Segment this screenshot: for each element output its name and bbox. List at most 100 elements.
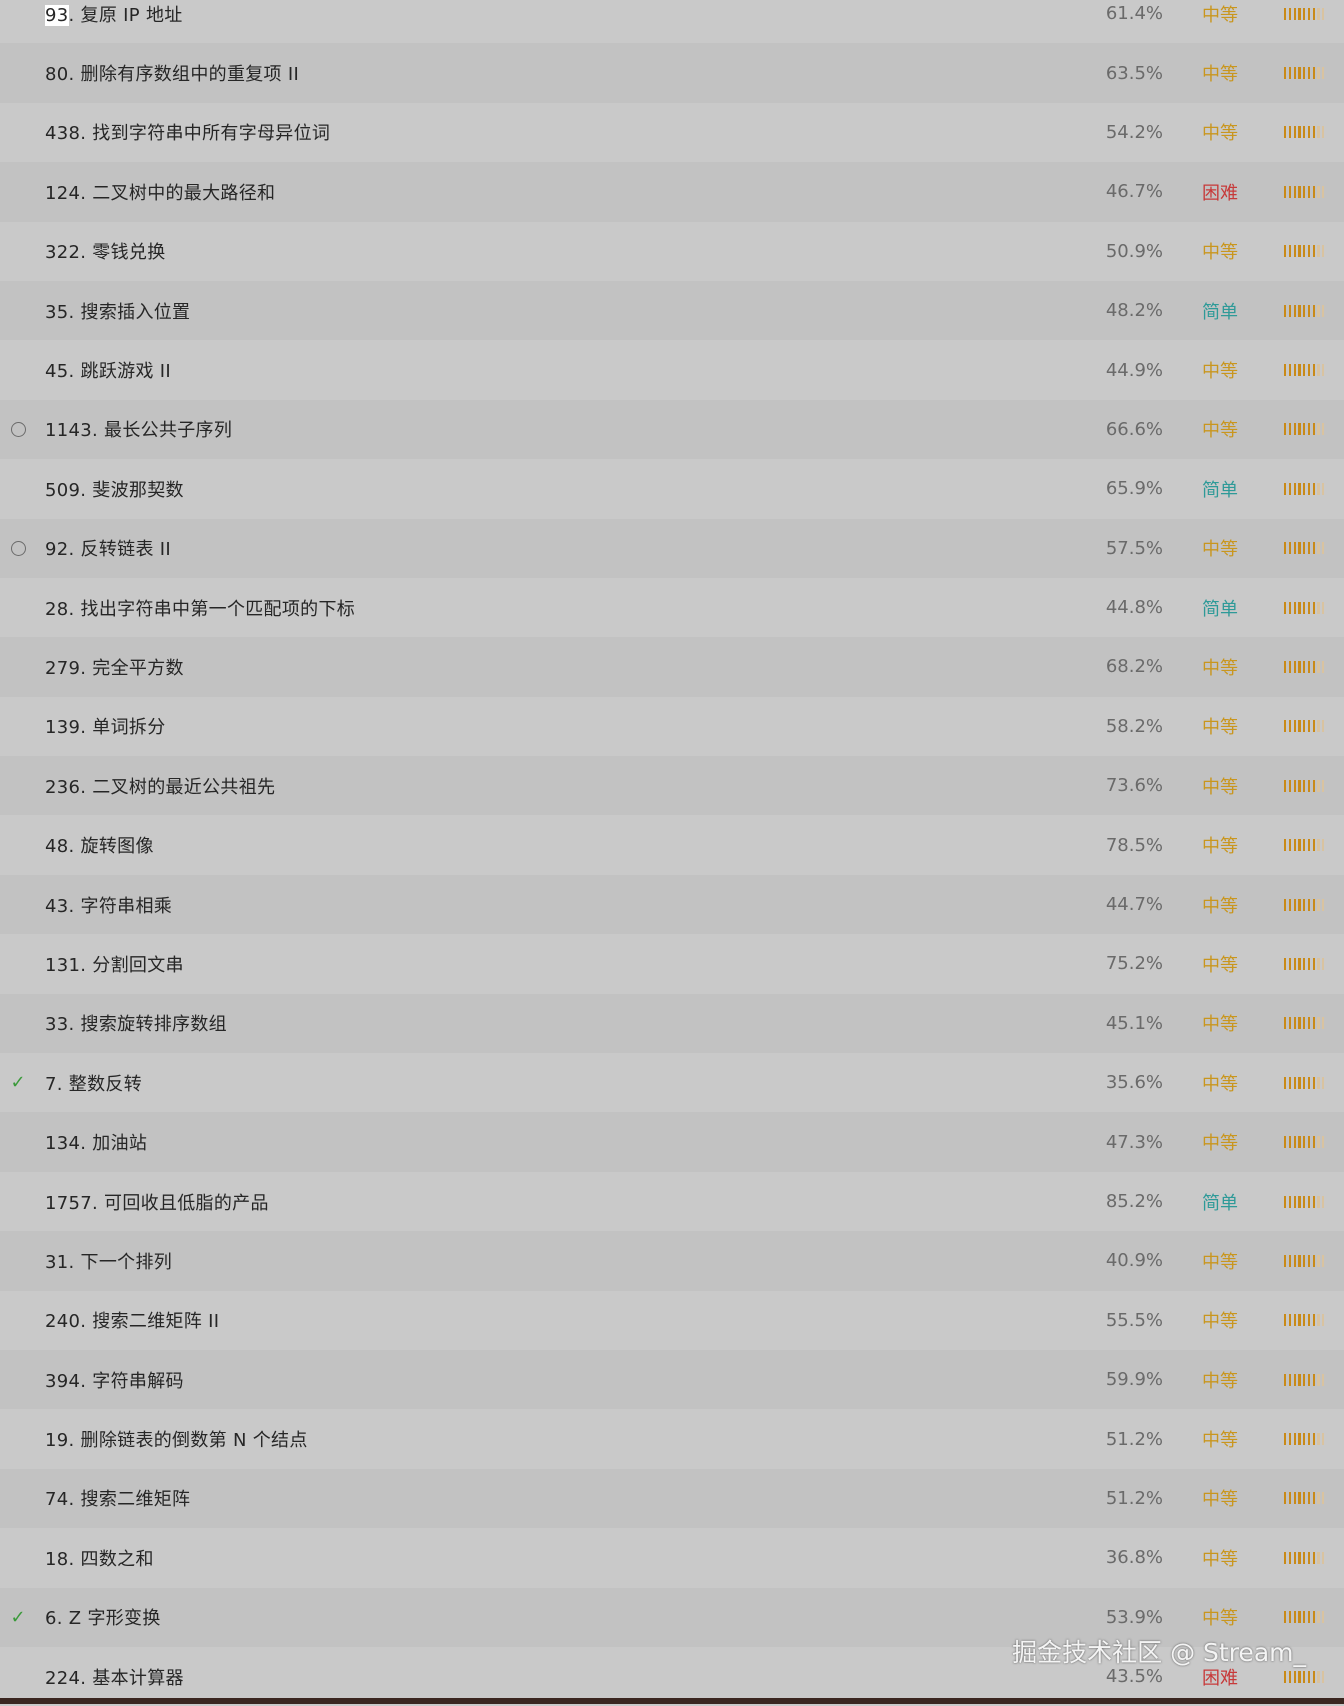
problem-title[interactable]: 240. 搜索二维矩阵 II — [45, 1311, 220, 1333]
problem-row[interactable]: 394. 字符串解码 59.9% 中等 — [0, 1349, 1344, 1410]
problem-row[interactable]: 92. 反转链表 II 57.5% 中等 — [0, 518, 1344, 578]
problem-row[interactable]: 35. 搜索插入位置 48.2% 简单 — [0, 280, 1344, 341]
problem-row[interactable]: 134. 加油站 47.3% 中等 — [0, 1112, 1344, 1172]
difficulty-label: 中等 — [1202, 657, 1238, 679]
frequency-bar — [1284, 7, 1287, 20]
problem-title[interactable]: 45. 跳跃游戏 II — [45, 361, 171, 383]
frequency-bar — [1307, 1195, 1311, 1208]
problem-title[interactable]: 236. 二叉树的最近公共祖先 — [45, 776, 276, 798]
frequency-bar — [1293, 720, 1296, 733]
problem-title[interactable]: 18. 四数之和 — [45, 1548, 154, 1570]
problem-title[interactable]: 438. 找到字符串中所有字母异位词 — [45, 123, 331, 145]
frequency-bar — [1322, 1551, 1325, 1564]
frequency-bar — [1317, 601, 1320, 614]
problem-title[interactable]: 80. 删除有序数组中的重复项 II — [45, 64, 300, 86]
problem-title[interactable]: 322. 零钱兑换 — [45, 242, 166, 264]
frequency-bar — [1312, 423, 1315, 436]
frequency-bar — [1293, 1136, 1296, 1149]
frequency-bar — [1288, 7, 1291, 20]
acceptance-rate: 53.9% — [1105, 1606, 1163, 1628]
problem-row[interactable]: 509. 斐波那契数 65.9% 简单 — [0, 459, 1344, 519]
frequency-bar — [1303, 67, 1306, 80]
problem-row[interactable]: ✓ 6. Z 字形变换 53.9% 中等 — [0, 1587, 1344, 1647]
frequency-bar — [1303, 364, 1306, 377]
problem-title[interactable]: 7. 整数反转 — [45, 1073, 142, 1095]
problem-row[interactable]: 43. 字符串相乘 44.7% 中等 — [0, 874, 1344, 935]
acceptance-rate: 51.2% — [1105, 1487, 1163, 1509]
acceptance-rate: 63.5% — [1105, 62, 1163, 84]
frequency-bar — [1312, 67, 1315, 80]
frequency-bar — [1303, 1611, 1306, 1624]
problem-row[interactable]: 1757. 可回收且低脂的产品 85.2% 简单 — [0, 1171, 1344, 1232]
frequency-bars — [1284, 660, 1325, 673]
problem-row[interactable]: 19. 删除链表的倒数第 N 个结点 51.2% 中等 — [0, 1409, 1344, 1469]
frequency-bar — [1293, 839, 1296, 852]
problem-row[interactable]: 1143. 最长公共子序列 66.6% 中等 — [0, 399, 1344, 460]
frequency-bar — [1293, 779, 1296, 792]
frequency-bar — [1284, 1433, 1287, 1446]
frequency-bar — [1293, 1076, 1296, 1089]
problem-title[interactable]: 139. 单词拆分 — [45, 717, 166, 739]
problem-title[interactable]: 394. 字符串解码 — [45, 1370, 184, 1392]
frequency-bar — [1303, 601, 1306, 614]
problem-row[interactable]: 240. 搜索二维矩阵 II 55.5% 中等 — [0, 1290, 1344, 1350]
problem-title[interactable]: 74. 搜索二维矩阵 — [45, 1489, 191, 1511]
problem-title[interactable]: 6. Z 字形变换 — [45, 1608, 161, 1630]
problem-row[interactable]: 45. 跳跃游戏 II 44.9% 中等 — [0, 340, 1344, 400]
problem-row[interactable]: 322. 零钱兑换 50.9% 中等 — [0, 221, 1344, 281]
frequency-bar — [1288, 839, 1291, 852]
problem-title[interactable]: 31. 下一个排列 — [45, 1251, 173, 1273]
difficulty-label: 中等 — [1202, 954, 1238, 976]
frequency-bar — [1288, 1017, 1291, 1030]
problem-title[interactable]: 92. 反转链表 II — [45, 539, 171, 561]
frequency-bar — [1322, 364, 1325, 377]
problem-row[interactable]: 18. 四数之和 36.8% 中等 — [0, 1528, 1344, 1588]
problem-row[interactable]: 279. 完全平方数 68.2% 中等 — [0, 637, 1344, 697]
problem-row[interactable]: 438. 找到字符串中所有字母异位词 54.2% 中等 — [0, 102, 1344, 163]
problem-row[interactable]: 236. 二叉树的最近公共祖先 73.6% 中等 — [0, 756, 1344, 816]
problem-row[interactable]: 33. 搜索旋转排序数组 45.1% 中等 — [0, 993, 1344, 1054]
background-strip — [0, 1698, 1344, 1704]
problem-row[interactable]: 80. 删除有序数组中的重复项 II 63.5% 中等 — [0, 43, 1344, 103]
problem-row[interactable]: 139. 单词拆分 58.2% 中等 — [0, 696, 1344, 757]
problem-row[interactable]: 48. 旋转图像 78.5% 中等 — [0, 815, 1344, 875]
acceptance-rate: 78.5% — [1105, 834, 1163, 856]
problem-row[interactable]: 31. 下一个排列 40.9% 中等 — [0, 1231, 1344, 1291]
frequency-bar — [1312, 957, 1315, 970]
problem-row[interactable]: 93. 复原 IP 地址 61.4% 中等 — [0, 0, 1344, 44]
frequency-bar — [1288, 1670, 1291, 1683]
problem-title[interactable]: 48. 旋转图像 — [45, 836, 154, 858]
frequency-bar — [1307, 67, 1311, 80]
problem-row[interactable]: 124. 二叉树中的最大路径和 46.7% 困难 — [0, 162, 1344, 222]
problem-title[interactable]: 224. 基本计算器 — [45, 1667, 184, 1689]
problem-title[interactable]: 1757. 可回收且低脂的产品 — [45, 1192, 269, 1214]
frequency-bar — [1317, 839, 1320, 852]
problem-title[interactable]: 134. 加油站 — [45, 1133, 148, 1155]
problem-row[interactable]: 131. 分割回文串 75.2% 中等 — [0, 934, 1344, 994]
frequency-bar — [1322, 185, 1325, 198]
problem-title[interactable]: 43. 字符串相乘 — [45, 895, 173, 917]
frequency-bar — [1293, 1551, 1296, 1564]
problem-title[interactable]: 131. 分割回文串 — [45, 954, 184, 976]
problem-title[interactable]: 19. 删除链表的倒数第 N 个结点 — [45, 1430, 308, 1452]
problem-row[interactable]: 224. 基本计算器 43.5% 困难 — [0, 1646, 1344, 1706]
frequency-bar — [1307, 1076, 1311, 1089]
problem-title[interactable]: 93. 复原 IP 地址 — [45, 4, 183, 26]
frequency-bars — [1284, 1314, 1325, 1327]
problem-row[interactable]: ✓ 7. 整数反转 35.6% 中等 — [0, 1053, 1344, 1113]
problem-row[interactable]: 28. 找出字符串中第一个匹配项的下标 44.8% 简单 — [0, 577, 1344, 638]
problem-title[interactable]: 1143. 最长公共子序列 — [45, 420, 233, 442]
problem-title[interactable]: 35. 搜索插入位置 — [45, 301, 191, 323]
frequency-bar — [1284, 364, 1287, 377]
problem-title[interactable]: 509. 斐波那契数 — [45, 479, 184, 501]
problem-title[interactable]: 279. 完全平方数 — [45, 657, 184, 679]
frequency-bar — [1312, 1136, 1315, 1149]
problem-title[interactable]: 124. 二叉树中的最大路径和 — [45, 182, 276, 204]
frequency-bars — [1284, 1136, 1325, 1149]
frequency-bars — [1284, 1670, 1325, 1683]
attempted-icon — [8, 419, 28, 439]
problem-row[interactable]: 74. 搜索二维矩阵 51.2% 中等 — [0, 1468, 1344, 1529]
frequency-bar — [1317, 898, 1320, 911]
problem-title[interactable]: 28. 找出字符串中第一个匹配项的下标 — [45, 598, 356, 620]
problem-title[interactable]: 33. 搜索旋转排序数组 — [45, 1014, 227, 1036]
